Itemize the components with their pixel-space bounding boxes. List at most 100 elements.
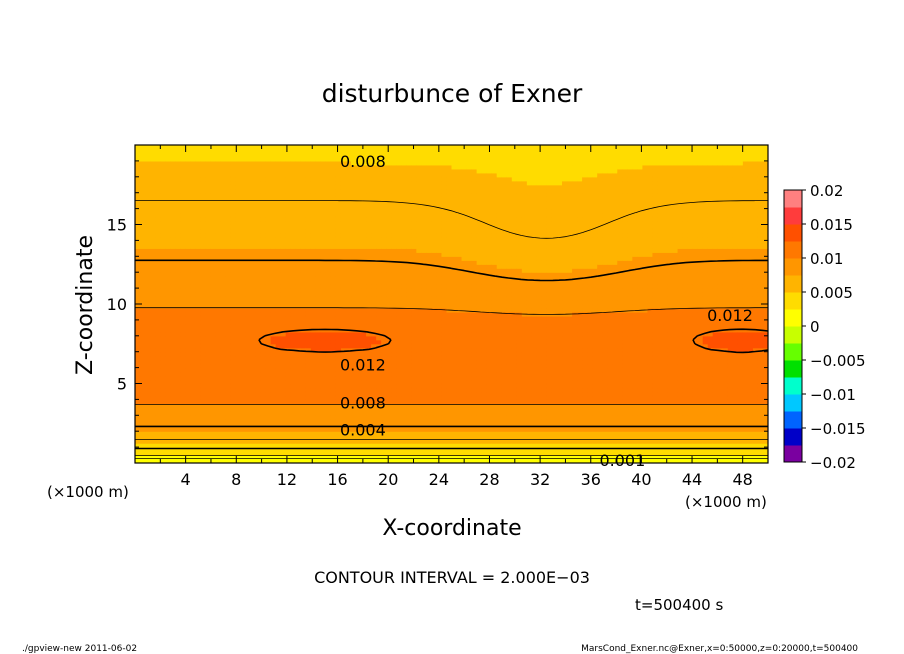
contour-cell: [376, 459, 382, 463]
contour-cell: [270, 148, 277, 154]
contour-cell: [240, 288, 247, 293]
contour-cell: [366, 300, 372, 305]
contour-cell: [215, 347, 221, 353]
contour-cell: [140, 160, 146, 166]
contour-cell: [421, 383, 427, 389]
contour-cell: [150, 196, 156, 202]
contour-cell: [356, 224, 362, 230]
contour-cell: [351, 240, 357, 245]
contour-cell: [195, 319, 201, 325]
contour-cell: [391, 168, 397, 174]
contour-cell: [305, 375, 312, 381]
contour-cell: [315, 347, 322, 353]
contour-cell: [195, 260, 201, 265]
contour-cell: [426, 208, 432, 214]
contour-cell: [305, 419, 312, 424]
contour-cell: [381, 280, 387, 285]
contour-cell: [145, 156, 151, 162]
contour-cell: [351, 447, 357, 452]
contour-cell: [215, 288, 221, 293]
contour-cell: [195, 304, 201, 309]
contour-cell: [366, 423, 372, 428]
contour-cell: [371, 403, 377, 408]
contour-cell: [240, 335, 247, 341]
contour-cell: [290, 435, 297, 440]
contour-cell: [150, 347, 156, 353]
contour-cell: [155, 439, 161, 444]
contour-cell: [230, 443, 237, 448]
contour-cell: [170, 331, 176, 337]
contour-cell: [255, 268, 262, 273]
contour-cell: [320, 391, 327, 397]
contour-cell: [330, 232, 337, 238]
contour-cell: [265, 268, 272, 273]
contour-cell: [431, 443, 438, 448]
contour-cell: [260, 240, 267, 245]
contour-cell: [210, 145, 216, 150]
contour-cell: [300, 296, 307, 301]
contour-cell: [330, 216, 337, 222]
contour-cell: [361, 196, 367, 202]
contour-cell: [441, 184, 448, 190]
contour-cell: [361, 300, 367, 305]
contour-cell: [441, 196, 448, 202]
contour-cell: [361, 180, 367, 186]
contour-cell: [215, 315, 221, 321]
contour-cell: [386, 315, 392, 321]
contour-cell: [245, 403, 252, 408]
contour-cell: [346, 411, 352, 416]
contour-cell: [175, 411, 181, 416]
contour-cell: [160, 224, 166, 230]
contour-cell: [426, 176, 432, 182]
contour-cell: [295, 280, 302, 285]
contour-cell: [361, 268, 367, 273]
contour-cell: [310, 459, 317, 463]
contour-cell: [215, 367, 221, 373]
contour-cell: [235, 240, 242, 245]
contour-cell: [255, 403, 262, 408]
contour-cell: [250, 415, 257, 420]
contour-cell: [275, 256, 282, 261]
contour-cell: [155, 200, 161, 206]
contour-cell: [195, 272, 201, 277]
contour-cell: [361, 272, 367, 277]
contour-cell: [215, 387, 221, 393]
contour-cell: [315, 407, 322, 412]
contour-cell: [381, 307, 387, 313]
contour-cell: [315, 148, 322, 154]
contour-cell: [260, 208, 267, 214]
contour-cell: [255, 172, 262, 178]
contour-cell: [255, 148, 262, 154]
contour-cell: [220, 252, 227, 257]
contour-cell: [330, 383, 337, 389]
contour-cell: [230, 403, 237, 408]
contour-cell: [155, 196, 161, 202]
contour-cell: [346, 196, 352, 202]
contour-cell: [396, 327, 402, 333]
contour-cell: [195, 224, 201, 230]
contour-cell: [235, 220, 242, 226]
contour-cell: [275, 387, 282, 393]
contour-cell: [195, 196, 201, 202]
contour-cell: [346, 403, 352, 408]
contour-cell: [235, 391, 242, 397]
contour-cell: [411, 331, 417, 337]
contour-cell: [255, 152, 262, 158]
contour-cell: [411, 148, 417, 154]
contour-cell: [320, 232, 327, 238]
contour-cell: [391, 439, 397, 444]
contour-cell: [140, 407, 146, 412]
contour-cell: [346, 276, 352, 281]
contour-cell: [356, 280, 362, 285]
contour-cell: [270, 252, 277, 257]
contour-cell: [200, 188, 206, 194]
contour-cell: [205, 300, 211, 305]
contour-cell: [366, 264, 372, 269]
contour-cell: [175, 359, 181, 365]
contour-cell: [135, 216, 141, 222]
contour-cell: [426, 280, 432, 285]
contour-cell: [200, 411, 206, 416]
contour-cell: [150, 148, 156, 154]
contour-cell: [315, 184, 322, 190]
contour-cell: [150, 200, 156, 206]
